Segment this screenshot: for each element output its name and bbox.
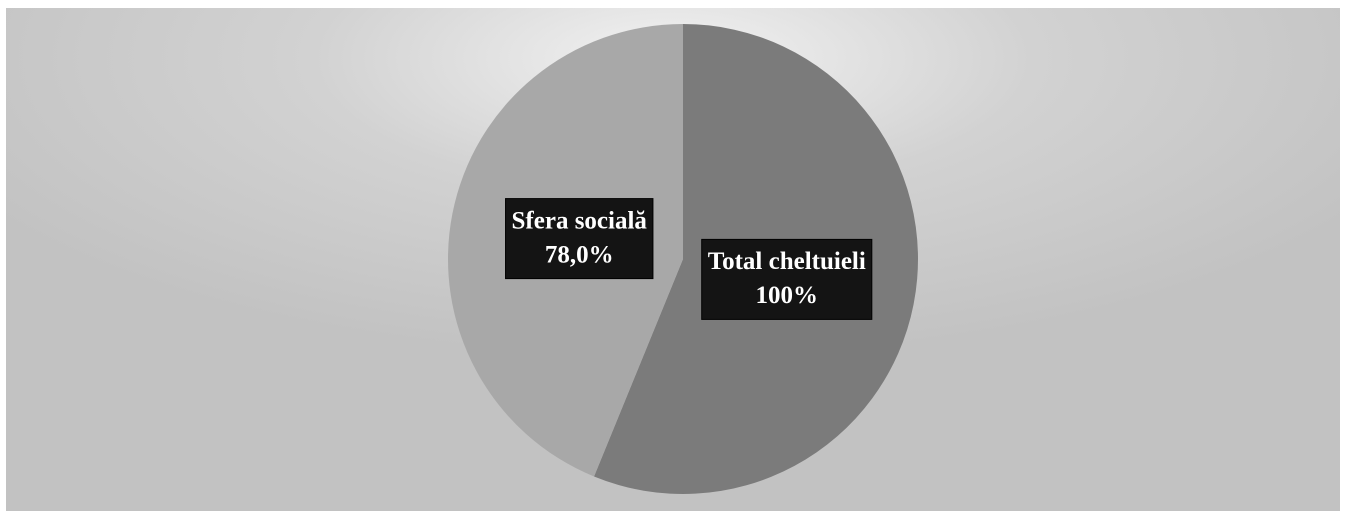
label-box	[505, 198, 654, 280]
category-label: Total cheltuieli	[708, 248, 866, 275]
data-label: Total cheltuieli 100%	[701, 238, 873, 320]
labels: Total cheltuieli 100% Sfera socială 78,0%	[505, 198, 873, 320]
category-label: Sfera socială	[512, 207, 648, 234]
data-label: Sfera socială 78,0%	[505, 198, 654, 280]
label-box	[701, 238, 873, 320]
value-label: 78,0%	[545, 241, 614, 268]
value-label: 100%	[756, 282, 819, 309]
